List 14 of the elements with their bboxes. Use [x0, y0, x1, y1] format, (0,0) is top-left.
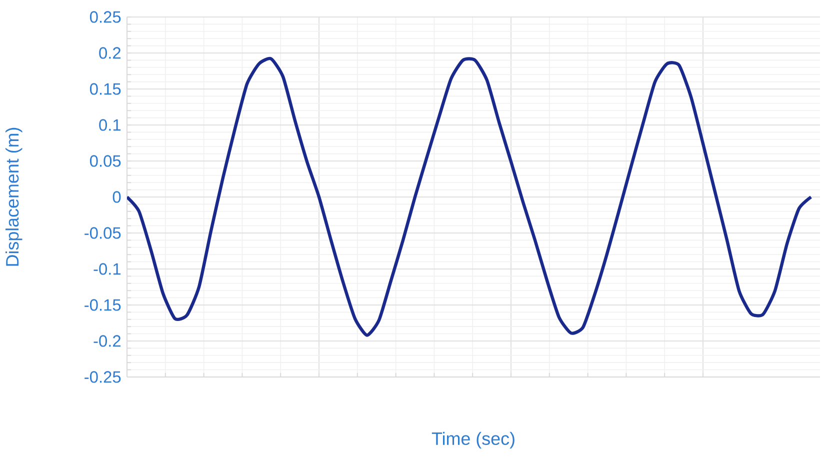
y-tick-label: 0.2 [99, 47, 120, 59]
line-series [127, 57, 813, 337]
y-tick-label: -0.25 [84, 371, 121, 383]
x-axis-title: Time (sec) [432, 432, 514, 449]
y-axis-title: Displacement (m) [6, 128, 22, 266]
y-tick-label: -0.15 [84, 299, 121, 311]
y-tick-label: 0.25 [90, 11, 121, 23]
y-tick-label: 0.05 [90, 155, 121, 167]
y-tick-label: -0.05 [84, 227, 121, 239]
y-tick-label: 0 [112, 191, 121, 203]
y-tick-label: 0.15 [90, 83, 121, 95]
y-tick-label: -0.2 [94, 335, 120, 347]
y-tick-label: -0.1 [94, 263, 121, 275]
y-tick-label: 0.1 [99, 119, 121, 131]
